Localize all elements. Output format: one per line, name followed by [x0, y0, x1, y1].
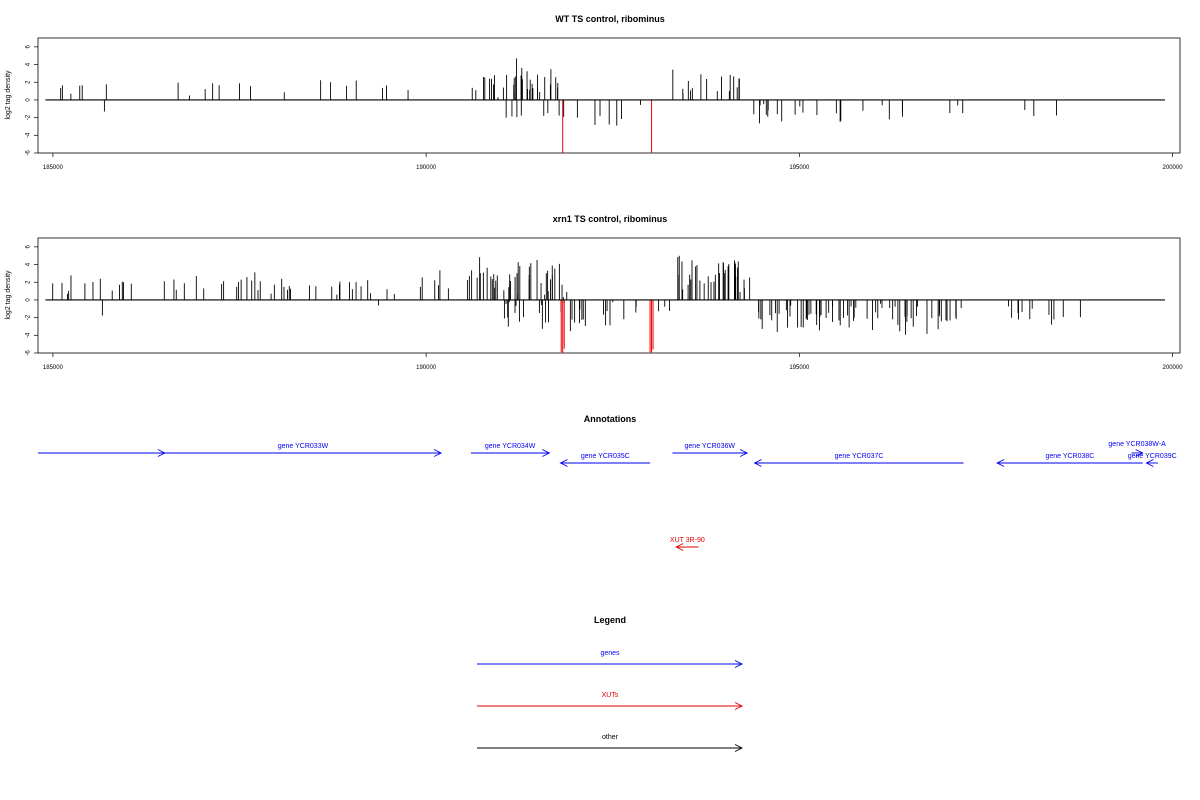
xrn1-density-bars: [52, 255, 1081, 353]
feature-label: gene YCR034W: [485, 443, 536, 450]
legend-item: other: [477, 734, 744, 752]
xrn1-track-title: xrn1 TS control, ribominus: [553, 214, 668, 224]
y-tick-label: 6: [26, 245, 32, 249]
xrn1-plot-frame: [37, 237, 1181, 354]
feature-label: XUT 3R-90: [670, 537, 705, 544]
legend-item-label: other: [602, 734, 619, 741]
feature-label: gene YCR037C: [835, 453, 884, 460]
gene-feature: gene YCR037C: [753, 453, 964, 467]
gene-feature: gene YCR035C: [559, 453, 651, 467]
annotation-features: gene YCR033W gene YCR034W gene YCR035C gene…: [38, 441, 1177, 551]
xrn1-y-axis: 6 4 2 0 -2 -4 -6: [26, 245, 38, 356]
xrn1-track-ylabel: log2 tag density: [5, 270, 12, 320]
y-tick-label: -2: [26, 314, 32, 320]
legend-item-arrowhead: [734, 744, 744, 752]
x-tick-label: 185000: [43, 165, 64, 171]
gene-feature: gene YCR034W: [470, 443, 551, 457]
feature-label: gene YCR038C: [1045, 453, 1094, 460]
x-tick-label: 185000: [43, 365, 64, 371]
y-tick-label: 0: [26, 298, 32, 302]
wt-y-axis: 6 4 2 0 -2 -4 -6: [26, 45, 38, 156]
legend-item: XUTs: [477, 692, 744, 710]
gene-feature: gene YCR038C: [996, 453, 1143, 467]
feature-arrowhead: [753, 459, 762, 467]
x-tick-label: 190000: [416, 165, 437, 171]
legend: Legend genes XUTs other: [477, 615, 744, 752]
y-tick-label: -4: [26, 132, 32, 138]
gene-feature: gene YCR038W-A: [1108, 441, 1166, 457]
y-tick-label: 2: [26, 280, 32, 284]
xrn1-x-axis: 185000 190000 195000 200000: [43, 353, 1183, 371]
x-tick-label: 200000: [1163, 165, 1184, 171]
y-tick-label: 6: [26, 45, 32, 49]
y-tick-label: -2: [26, 114, 32, 120]
feature-label: gene YCR036W: [685, 443, 736, 450]
gene-feature: gene YCR039C: [1128, 453, 1177, 467]
y-tick-label: -6: [26, 150, 32, 156]
y-tick-label: -6: [26, 350, 32, 356]
legend-title: Legend: [594, 615, 626, 625]
feature-arrowhead: [542, 449, 551, 457]
feature-label: gene YCR039C: [1128, 453, 1177, 460]
gene-feature: gene YCR036W: [672, 443, 749, 457]
x-tick-label: 200000: [1163, 365, 1184, 371]
feature-arrowhead: [433, 449, 443, 457]
y-tick-label: 0: [26, 98, 32, 102]
feature-label: gene YCR033W: [278, 443, 329, 450]
legend-item: genes: [477, 650, 744, 668]
y-tick-label: -4: [26, 332, 32, 338]
feature-arrowhead: [1145, 459, 1154, 467]
annotations-title: Annotations: [584, 414, 637, 424]
feature-label: gene YCR038W-A: [1108, 441, 1166, 448]
legend-item-label: genes: [600, 650, 620, 657]
feature-arrowhead: [739, 449, 749, 457]
wt-track-title: WT TS control, ribominus: [555, 14, 665, 24]
feature-arrowhead: [996, 459, 1005, 467]
wt-plot-frame: [37, 37, 1181, 154]
x-tick-label: 195000: [789, 165, 810, 171]
gene-feature: [38, 449, 166, 457]
feature-arrowhead: [559, 459, 568, 467]
legend-item-arrowhead: [734, 660, 744, 668]
y-tick-label: 4: [26, 62, 32, 66]
xrn1-track-panel: xrn1 TS control, ribominus log2 tag dens…: [5, 214, 1183, 371]
wt-density-bars: [60, 58, 1057, 153]
feature-arrowhead: [1135, 449, 1144, 457]
annotations-section: Annotations gene YCR033W gene YCR034Wgene…: [38, 414, 1177, 551]
legend-items: genes XUTs other: [477, 650, 744, 752]
legend-item-arrowhead: [734, 702, 744, 710]
feature-arrowhead: [675, 543, 684, 551]
x-tick-label: 190000: [416, 365, 437, 371]
gene-feature: gene YCR033W: [164, 443, 443, 457]
y-tick-label: 2: [26, 80, 32, 84]
legend-item-label: XUTs: [602, 692, 619, 699]
wt-x-axis: 185000 190000 195000 200000: [43, 153, 1183, 171]
wt-track-panel: WT TS control, ribominus log2 tag densit…: [5, 14, 1183, 171]
feature-label: gene YCR035C: [581, 453, 630, 460]
x-tick-label: 195000: [789, 365, 810, 371]
xut-feature: XUT 3R-90: [670, 537, 705, 551]
wt-track-ylabel: log2 tag density: [5, 70, 12, 120]
y-tick-label: 4: [26, 262, 32, 266]
